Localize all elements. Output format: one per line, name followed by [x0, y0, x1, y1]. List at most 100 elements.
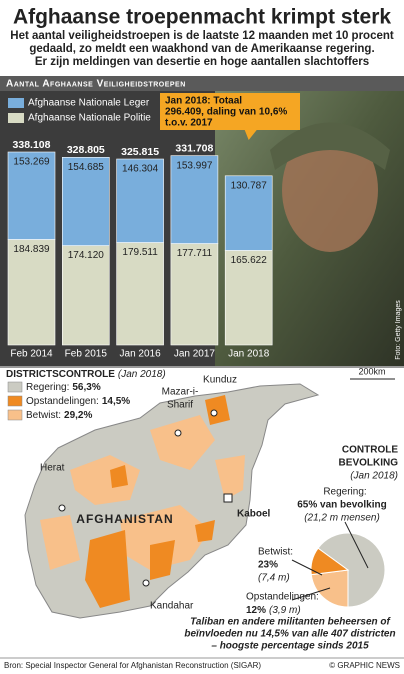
divider — [0, 366, 404, 368]
pie-title: BEVOLKING — [339, 458, 399, 469]
value-label: 179.511 — [122, 247, 158, 258]
city-dot — [142, 579, 150, 587]
pie-note: (3,9 m) — [269, 605, 301, 616]
map-insurgent — [85, 395, 230, 608]
pie-value: 23% — [258, 560, 278, 571]
photo-credit: Foto: Getty Images — [395, 300, 402, 360]
source: Bron: Special Inspector General for Afgh… — [4, 661, 261, 670]
pie-subtitle: (Jan 2018) — [350, 471, 398, 482]
pie-label: Betwist: — [258, 547, 293, 558]
legend-value: 29,2% — [64, 410, 92, 421]
subtitle: Er zijn meldingen van desertie en hoge a… — [35, 56, 369, 68]
title: Afghaanse troepenmacht krimpt sterk — [13, 6, 391, 29]
map-title: DISTRICTSCONTROLE — [6, 369, 115, 380]
city-dot — [174, 429, 182, 437]
legend-value: 14,5% — [102, 396, 130, 407]
leader — [291, 559, 323, 576]
city-dot — [58, 504, 66, 512]
bar-segment — [7, 239, 56, 346]
legend-swatch — [8, 98, 24, 108]
legend-swatch — [7, 381, 23, 393]
legend-swatch — [7, 395, 23, 407]
value-label: 130.787 — [231, 180, 268, 191]
map-note: beïnvloeden nu 14,5% van alle 407 distri… — [184, 629, 395, 640]
pie-value: 12% — [246, 605, 266, 616]
chart-title: Aantal Afghaanse Veiligheidstroepen — [6, 79, 186, 90]
legend-label: Afghaanse Nationale Leger — [28, 98, 150, 109]
city-label: Sharif — [167, 400, 193, 411]
total-label: 331.708 — [175, 142, 213, 154]
bar-segment — [61, 157, 110, 246]
pie-label: Opstandelingen: — [246, 592, 319, 603]
map-note: – hoogste percentage sinds 2015 — [211, 641, 369, 652]
legend-name: Betwist: — [26, 410, 61, 421]
map-note: Taliban en andere militanten beheersen o… — [190, 617, 391, 628]
annotation-box — [160, 93, 300, 140]
capital-marker — [223, 493, 233, 503]
legend-panel — [4, 96, 154, 110]
x-tick-label: Feb 2014 — [10, 349, 53, 360]
legend-value: 56,3% — [72, 382, 100, 393]
bar-segment — [61, 245, 110, 346]
legend-entry: Betwist: 29,2% — [26, 410, 92, 421]
bar-segment — [170, 243, 219, 346]
legend-swatch — [8, 113, 24, 123]
chart-header — [0, 76, 404, 91]
value-label: 174.120 — [68, 250, 105, 261]
value-label: 153.269 — [13, 157, 50, 168]
bar-segment — [7, 151, 56, 240]
scale-label: 200km — [358, 366, 385, 376]
city-label: Kaboel — [237, 509, 271, 520]
x-tick-label: Jan 2018 — [228, 349, 270, 360]
total-label: 338.108 — [13, 139, 51, 151]
total-label: 325.815 — [121, 146, 159, 158]
subtitle: Het aantal veiligheidstroepen is de laat… — [10, 30, 394, 42]
pie-value-line: 12% (3,9 m) — [246, 605, 301, 616]
legend-label: Afghaanse Nationale Politie — [28, 113, 151, 124]
pie-slice — [310, 547, 350, 576]
legend-entry: Opstandelingen: 14,5% — [26, 396, 130, 407]
city-label: Kandahar — [150, 601, 194, 612]
legend-panel — [4, 111, 154, 125]
pie-note: (21,2 m mensen) — [304, 513, 380, 524]
credit: © GRAPHIC NEWS — [329, 661, 400, 670]
annotation: t.o.v. 2017 — [165, 118, 213, 129]
pie-title: CONTROLE — [342, 445, 398, 456]
bar-segment — [116, 158, 164, 243]
bar-segment — [224, 175, 273, 251]
value-label: 146.304 — [122, 164, 159, 175]
annotation: 296.409, daling van 10,6% — [165, 107, 287, 118]
x-tick-label: Jan 2017 — [174, 349, 216, 360]
city-dot — [210, 409, 218, 417]
subtitle: gedaald, zo meldt een waakhond van de Am… — [29, 43, 374, 55]
value-label: 153.997 — [176, 160, 213, 171]
value-label: 177.711 — [177, 248, 213, 259]
photo-face — [282, 128, 378, 252]
value-label: 154.685 — [68, 162, 105, 173]
pie-label: Regering: — [323, 487, 366, 498]
city-label: Herat — [40, 463, 65, 474]
country-label: AFGHANISTAN — [76, 512, 173, 526]
legend-entry: Regering: 56,3% — [26, 382, 101, 393]
x-tick-label: Jan 2016 — [120, 349, 162, 360]
pie-note: (7,4 m) — [258, 573, 290, 584]
pie-value: 65% van bevolking — [297, 500, 386, 511]
legend-name: Opstandelingen: — [26, 396, 99, 407]
bar-segment — [224, 250, 273, 346]
total-label: 328.805 — [67, 144, 105, 156]
leader — [344, 521, 369, 569]
legend-swatch — [7, 409, 23, 421]
pie-slice — [317, 532, 386, 608]
value-label: 184.839 — [13, 244, 50, 255]
map-subtitle: (Jan 2018) — [118, 369, 166, 380]
annotation: Jan 2018: Totaal — [165, 96, 242, 107]
city-label: Kunduz — [203, 375, 237, 386]
map-contested — [40, 415, 245, 570]
legend-name: Regering: — [26, 382, 69, 393]
map-title-line: DISTRICTSCONTROLE (Jan 2018) — [6, 369, 166, 380]
city-label: Mazar-i- — [162, 387, 199, 398]
bar-segment — [170, 155, 219, 244]
x-tick-label: Feb 2015 — [65, 349, 108, 360]
leader — [291, 587, 331, 601]
